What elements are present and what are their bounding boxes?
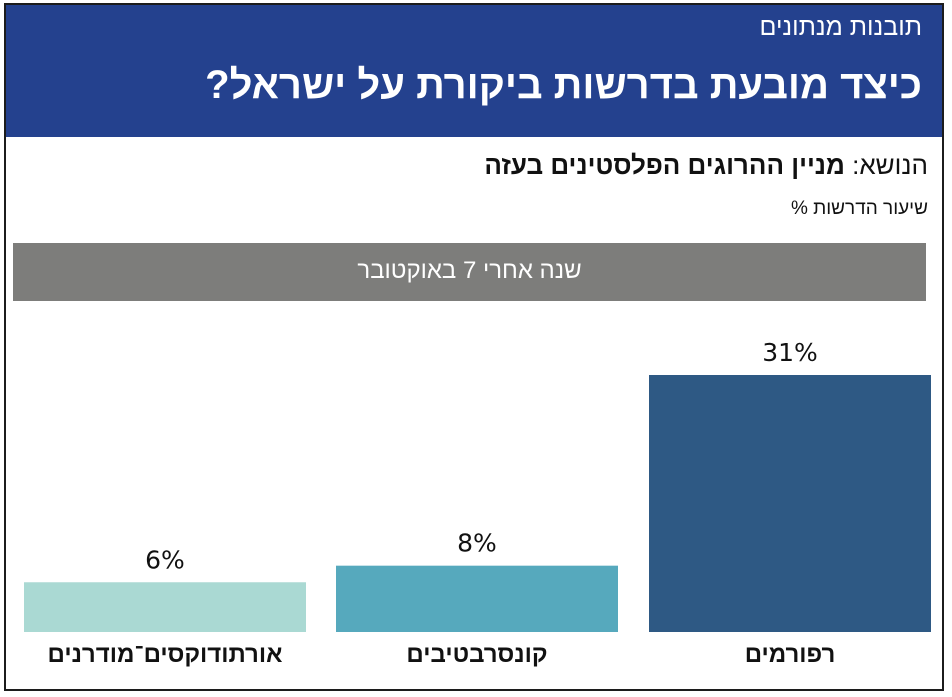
- category-label: אורתודוקסים־מודרנים: [48, 641, 283, 668]
- bar-1: [336, 565, 618, 632]
- value-label: 31%: [762, 338, 818, 367]
- panel-title: שנה אחרי 7 באוקטובר: [13, 243, 926, 301]
- header-banner: תובנות מנתונים כיצד מובעת בדרשות ביקורת …: [6, 5, 942, 137]
- value-label: 6%: [145, 545, 185, 574]
- kicker: תובנות מנתונים: [759, 13, 922, 41]
- infographic-frame: תובנות מנתונים כיצד מובעת בדרשות ביקורת …: [4, 3, 944, 691]
- subject-prefix: הנושא:: [844, 150, 928, 180]
- bar-2: [24, 582, 306, 632]
- category-label: קונסרבטיבים: [406, 641, 547, 668]
- unit-label: שיעור הדרשות %: [790, 198, 928, 219]
- value-label: 8%: [457, 529, 497, 558]
- chart-title: כיצד מובעת בדרשות ביקורת על ישראל?: [205, 63, 922, 107]
- bar-0: [649, 375, 931, 632]
- category-label: רפורמים: [745, 641, 836, 668]
- subject-topic: מניין ההרוגים הפלסטינים בעזה: [484, 150, 845, 180]
- subject-line: הנושא: מניין ההרוגים הפלסטינים בעזה: [484, 150, 928, 181]
